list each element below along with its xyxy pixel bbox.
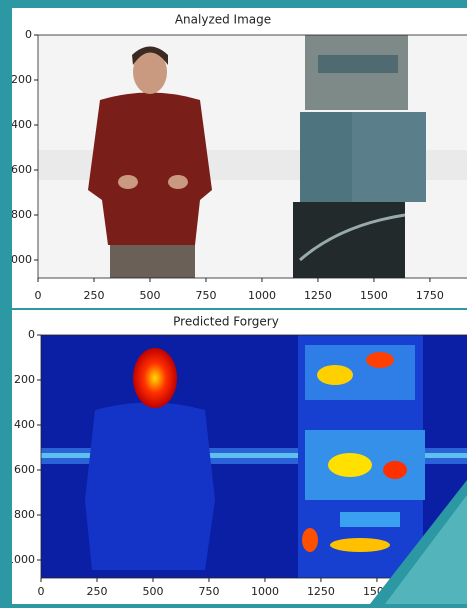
y-tick-label: 400 (14, 418, 35, 431)
x-tick-label: 500 (139, 289, 160, 302)
chart-title: Predicted Forgery (173, 315, 279, 329)
y-tick-label: 200 (14, 373, 35, 386)
y-tick-label: 1000 (4, 253, 32, 266)
x-tick-label: 1500 (360, 289, 388, 302)
chart-title: Analyzed Image (175, 13, 271, 27)
x-tick-label: 1250 (307, 585, 335, 598)
x-tick-label: 1250 (304, 289, 332, 302)
y-tick-label: 800 (11, 208, 32, 221)
x-tick-label: 250 (83, 289, 104, 302)
x-tick-label: 250 (86, 585, 107, 598)
y-tick-label: 1000 (7, 553, 35, 566)
screenshot: Analyzed Image 0 250 500 750 1000 1250 1500 1750… (0, 0, 467, 604)
analyzed-image (38, 35, 467, 278)
y-tick-label: 400 (11, 118, 32, 131)
x-tick-label: 750 (195, 289, 216, 302)
y-tick-label: 200 (11, 73, 32, 86)
y-tick-label: 600 (14, 463, 35, 476)
x-tick-label: 1000 (251, 585, 279, 598)
forgery-heatmap (41, 335, 467, 578)
x-tick-label: 500 (142, 585, 163, 598)
x-tick-label: 1000 (248, 289, 276, 302)
x-tick-label: 1750 (416, 289, 444, 302)
y-tick-label: 0 (28, 328, 35, 341)
y-tick-label: 0 (25, 28, 32, 41)
y-tick-label: 600 (11, 163, 32, 176)
x-tick-label: 0 (38, 585, 45, 598)
x-tick-label: 750 (198, 585, 219, 598)
x-tick-label: 0 (35, 289, 42, 302)
y-tick-label: 800 (14, 508, 35, 521)
